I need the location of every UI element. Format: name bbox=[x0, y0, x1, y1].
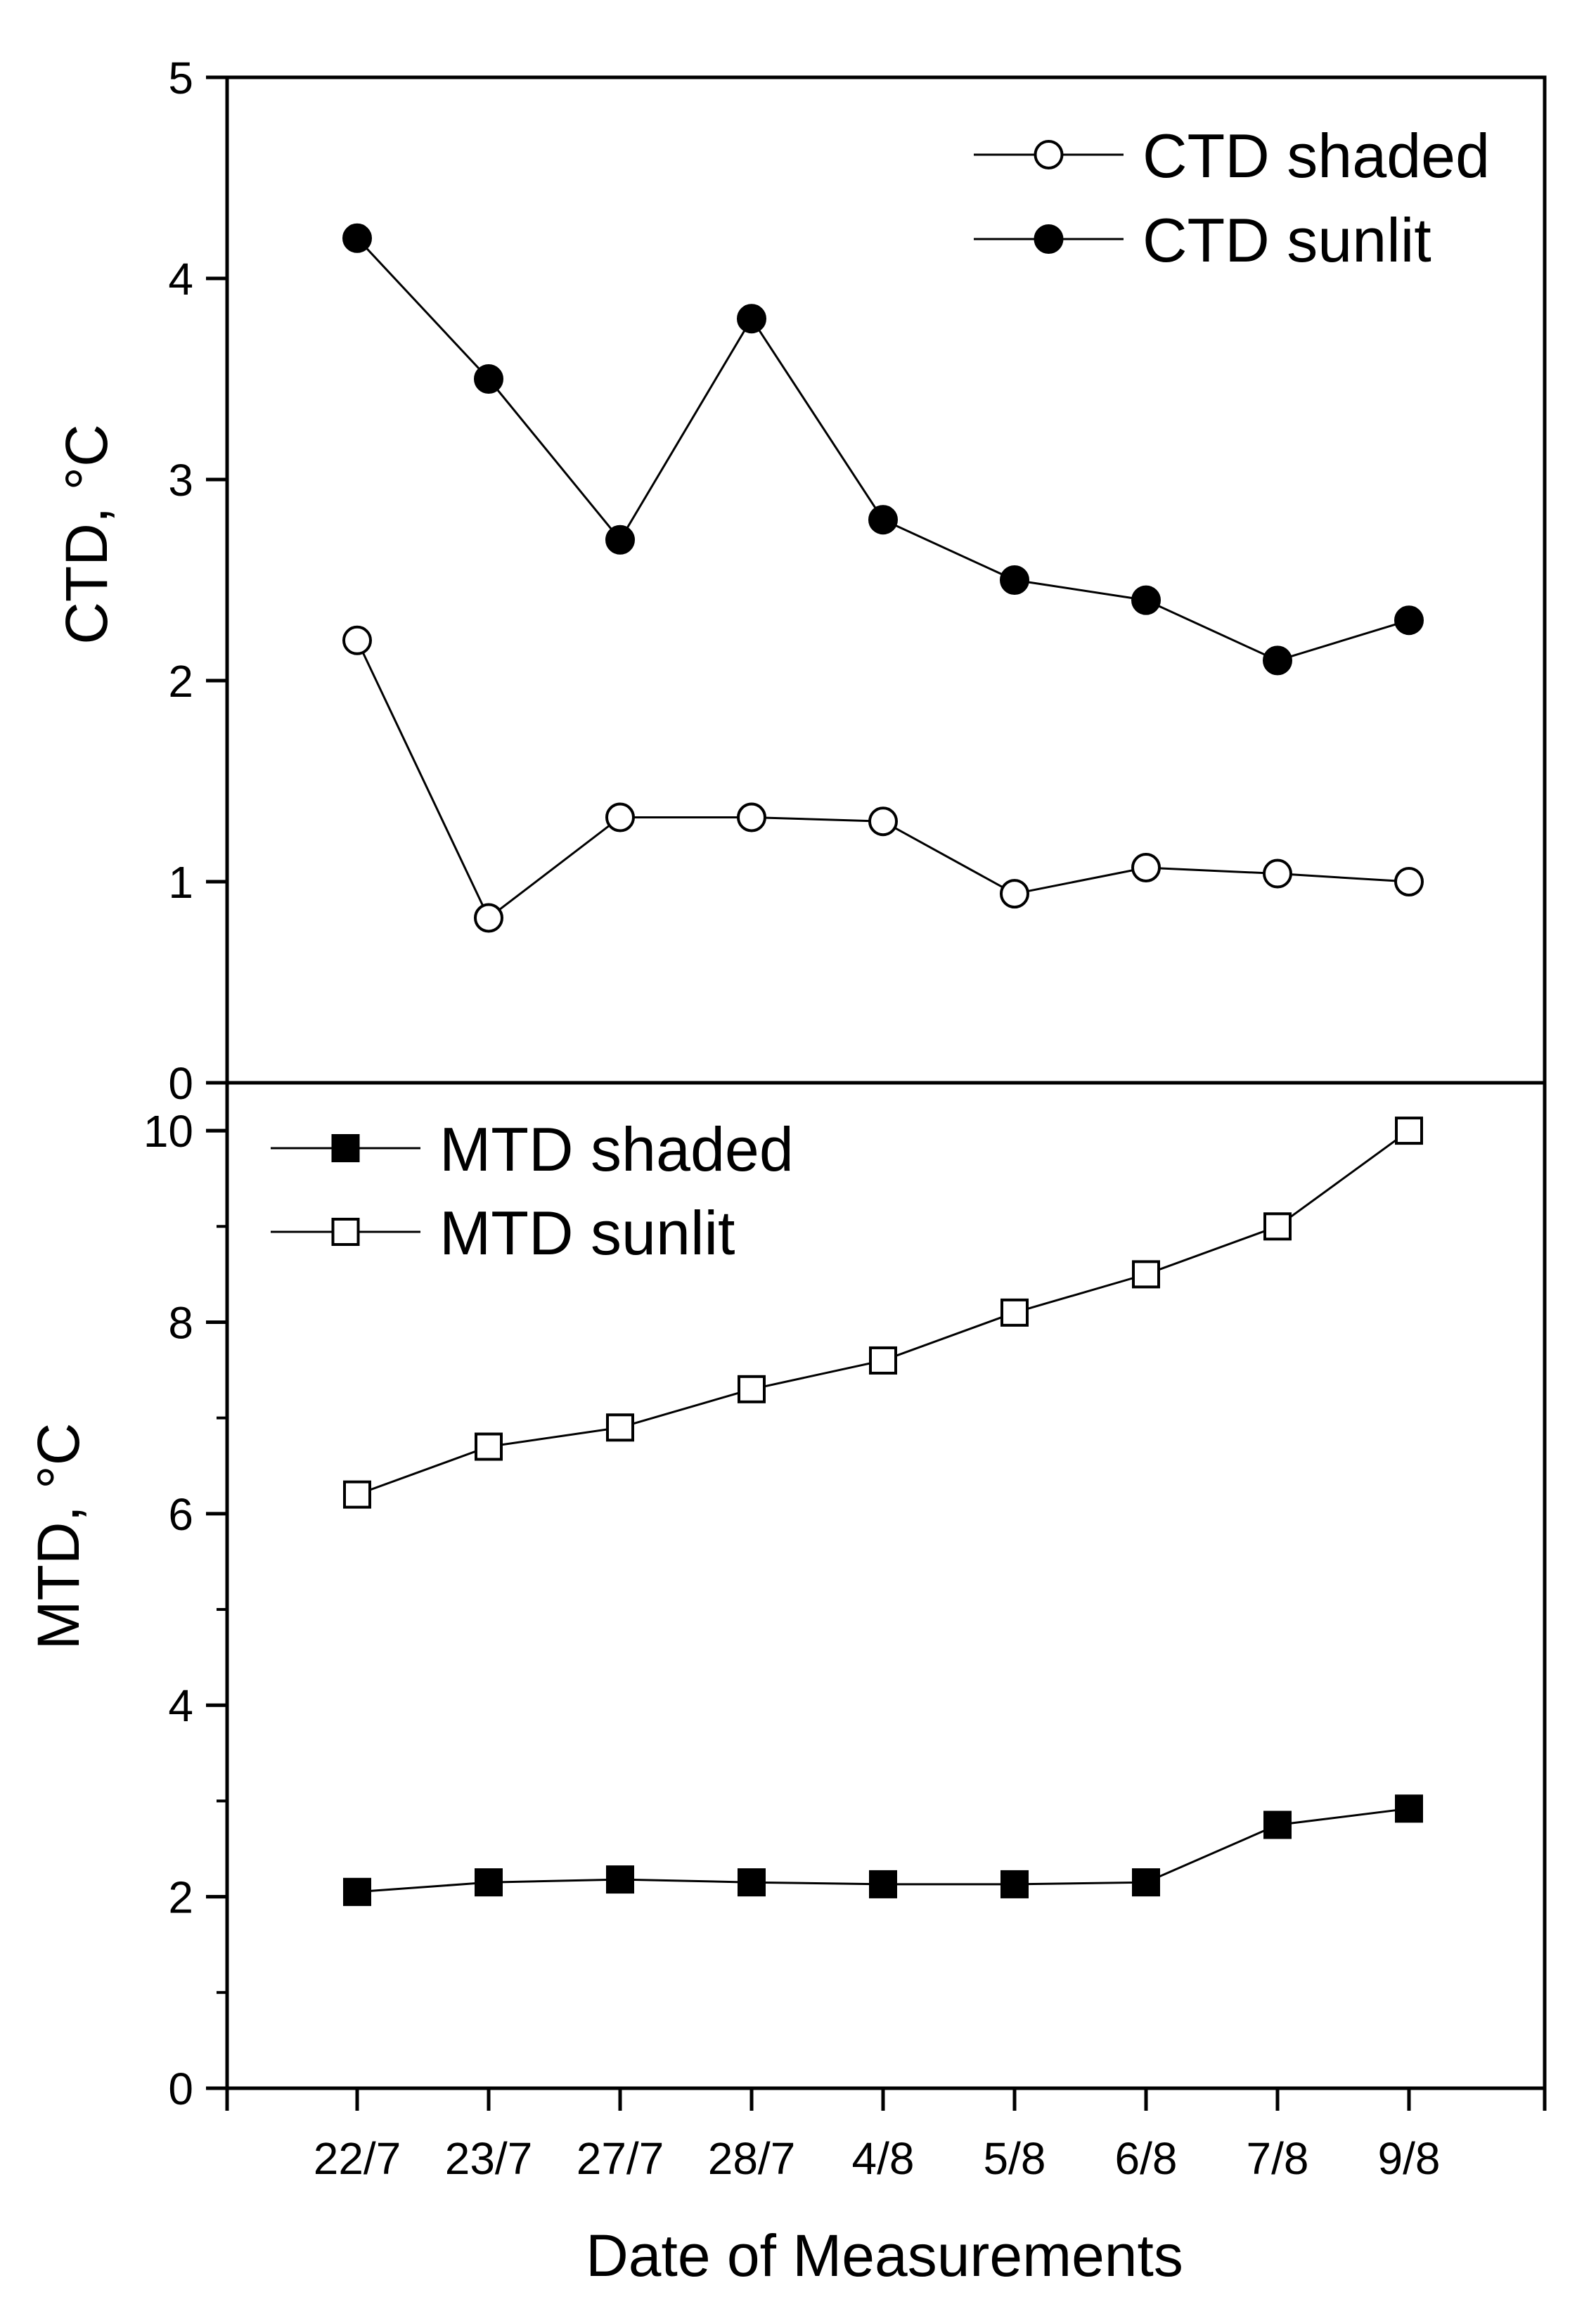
x-tick-label-9-8: 9/8 bbox=[1378, 2133, 1441, 2184]
ctd-sunlit-point-9-8 bbox=[1394, 605, 1424, 636]
ctd-shaded-legend-marker bbox=[1034, 140, 1064, 169]
mtd-y-axis-title: MTD, °C bbox=[25, 1423, 91, 1650]
ctd-sunlit-point-28-7 bbox=[737, 304, 766, 334]
ctd-sunlit-line bbox=[356, 237, 1410, 662]
mtd-sunlit-point-23-7 bbox=[475, 1432, 503, 1461]
x-tick-label-22-7: 22/7 bbox=[314, 2133, 401, 2184]
mtd-sunlit-point-6-8 bbox=[1132, 1260, 1160, 1289]
mtd-sunlit-point-5-8 bbox=[1000, 1298, 1029, 1327]
ctd-y-tick-label-0: 0 bbox=[168, 1058, 193, 1109]
ctd-shaded-point-22-7 bbox=[342, 625, 372, 655]
ctd-series-group bbox=[342, 223, 1424, 933]
ctd-shaded-legend-label: CTD shaded bbox=[1143, 121, 1490, 191]
mtd-legend: MTD shaded MTD sunlit bbox=[271, 1114, 794, 1268]
ctd-y-ticks: 0 1 2 3 4 5 bbox=[168, 53, 227, 1109]
ctd-sunlit-point-27-7 bbox=[605, 525, 635, 555]
ctd-shaded-point-4-8 bbox=[868, 806, 898, 837]
x-tick-label-4-8: 4/8 bbox=[852, 2133, 915, 2184]
mtd-y-tick-label-6: 6 bbox=[168, 1489, 193, 1540]
mtd-y-ticks: 0 2 4 6 8 10 bbox=[143, 1106, 227, 2114]
x-tick-label-7-8: 7/8 bbox=[1247, 2133, 1309, 2184]
ctd-y-tick-label-5: 5 bbox=[168, 53, 193, 103]
ctd-y-tick-label-3: 3 bbox=[168, 455, 193, 506]
ctd-sunlit-point-22-7 bbox=[342, 223, 372, 253]
ctd-plot-frame bbox=[225, 75, 1547, 1085]
ctd-shaded-point-28-7 bbox=[737, 802, 766, 832]
mtd-sunlit-point-22-7 bbox=[343, 1480, 371, 1509]
mtd-sunlit-line bbox=[356, 1129, 1410, 1496]
ctd-sunlit-legend-label: CTD sunlit bbox=[1143, 205, 1431, 275]
ctd-legend: CTD shaded CTD sunlit bbox=[974, 121, 1490, 275]
mtd-y-tick-label-4: 4 bbox=[168, 1680, 193, 1731]
mtd-shaded-point-5-8 bbox=[1000, 1870, 1029, 1898]
mtd-shaded-point-7-8 bbox=[1263, 1810, 1292, 1839]
ctd-sunlit-point-7-8 bbox=[1263, 645, 1292, 676]
x-ticks: 22/7 23/7 27/7 28/7 4/8 5/8 6/8 7/8 9/8 bbox=[225, 2088, 1547, 2184]
ctd-shaded-point-5-8 bbox=[1000, 879, 1029, 909]
ctd-shaded-point-9-8 bbox=[1394, 867, 1424, 896]
mtd-sunlit-point-28-7 bbox=[738, 1375, 766, 1403]
ctd-y-tick-label-4: 4 bbox=[168, 254, 193, 304]
ctd-sunlit-point-4-8 bbox=[868, 505, 898, 535]
mtd-sunlit-legend-label: MTD sunlit bbox=[439, 1198, 735, 1268]
x-tick-label-5-8: 5/8 bbox=[984, 2133, 1046, 2184]
ctd-sunlit-legend-marker bbox=[1034, 224, 1064, 254]
ctd-sunlit-point-6-8 bbox=[1131, 585, 1161, 615]
x-tick-label-28-7: 28/7 bbox=[708, 2133, 796, 2184]
mtd-y-tick-label-10: 10 bbox=[143, 1106, 193, 1157]
mtd-shaded-point-27-7 bbox=[606, 1865, 634, 1894]
ctd-y-axis-title: CTD, °C bbox=[53, 424, 120, 645]
ctd-panel: 0 1 2 3 4 5 CTD, °C CTD shaded CTD sunlit bbox=[53, 53, 1547, 1109]
mtd-shaded-point-28-7 bbox=[738, 1868, 766, 1897]
ctd-shaded-point-7-8 bbox=[1263, 858, 1292, 889]
x-tick-label-23-7: 23/7 bbox=[445, 2133, 533, 2184]
mtd-shaded-point-6-8 bbox=[1132, 1868, 1160, 1897]
mtd-y-tick-label-8: 8 bbox=[168, 1297, 193, 1348]
mtd-sunlit-point-27-7 bbox=[606, 1413, 634, 1442]
mtd-shaded-legend-label: MTD shaded bbox=[439, 1114, 794, 1184]
mtd-sunlit-point-7-8 bbox=[1263, 1212, 1292, 1241]
mtd-sunlit-point-4-8 bbox=[869, 1346, 897, 1375]
mtd-shaded-point-22-7 bbox=[343, 1877, 371, 1906]
mtd-shaded-point-4-8 bbox=[869, 1870, 897, 1898]
mtd-sunlit-point-9-8 bbox=[1395, 1117, 1423, 1145]
ctd-shaded-point-6-8 bbox=[1131, 852, 1161, 882]
x-tick-label-27-7: 27/7 bbox=[577, 2133, 664, 2184]
ctd-sunlit-point-5-8 bbox=[1000, 565, 1029, 595]
ctd-y-tick-label-1: 1 bbox=[168, 857, 193, 908]
ctd-y-tick-label-2: 2 bbox=[168, 656, 193, 707]
mtd-y-tick-label-2: 2 bbox=[168, 1872, 193, 1923]
ctd-shaded-point-23-7 bbox=[474, 903, 503, 933]
ctd-sunlit-point-23-7 bbox=[474, 364, 503, 394]
mtd-sunlit-legend-marker bbox=[331, 1218, 360, 1246]
mtd-shaded-point-9-8 bbox=[1395, 1794, 1423, 1823]
mtd-y-tick-label-0: 0 bbox=[168, 2064, 193, 2114]
ctd-shaded-line bbox=[356, 640, 1410, 920]
x-axis-title: Date of Measurements bbox=[586, 2223, 1183, 2289]
mtd-shaded-legend-marker bbox=[331, 1134, 360, 1162]
mtd-shaded-point-23-7 bbox=[475, 1868, 503, 1897]
x-tick-label-6-8: 6/8 bbox=[1115, 2133, 1178, 2184]
ctd-shaded-point-27-7 bbox=[605, 802, 635, 832]
mtd-series-group bbox=[343, 1117, 1423, 1906]
